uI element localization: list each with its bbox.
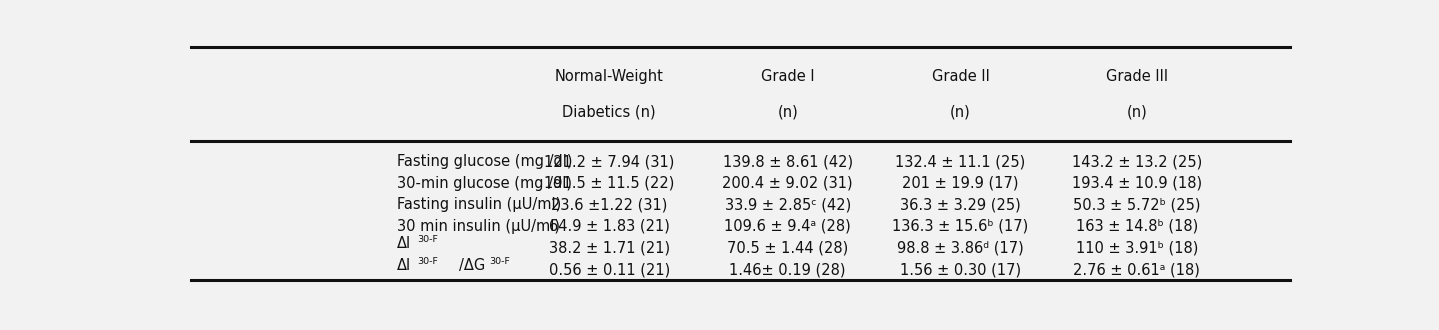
- Text: 30-F: 30-F: [489, 257, 509, 266]
- Text: 132.4 ± 11.1 (25): 132.4 ± 11.1 (25): [895, 154, 1026, 169]
- Text: Diabetics (n): Diabetics (n): [563, 105, 656, 119]
- Text: 50.3 ± 5.72ᵇ (25): 50.3 ± 5.72ᵇ (25): [1073, 197, 1200, 212]
- Text: 30-F: 30-F: [417, 257, 439, 266]
- Text: Fasting insulin (μU/ml): Fasting insulin (μU/ml): [397, 197, 561, 212]
- Text: Grade III: Grade III: [1105, 69, 1168, 84]
- Text: 30-min glucose (mg /dl): 30-min glucose (mg /dl): [397, 176, 573, 191]
- Text: Fasting glucose (mg /dl): Fasting glucose (mg /dl): [397, 154, 573, 169]
- Text: 64.9 ± 1.83 (21): 64.9 ± 1.83 (21): [548, 219, 669, 234]
- Text: 30 min insulin (μU/ml): 30 min insulin (μU/ml): [397, 219, 560, 234]
- Text: 33.9 ± 2.85ᶜ (42): 33.9 ± 2.85ᶜ (42): [725, 197, 850, 212]
- Text: 191.5 ± 11.5 (22): 191.5 ± 11.5 (22): [544, 176, 675, 191]
- Text: 98.8 ± 3.86ᵈ (17): 98.8 ± 3.86ᵈ (17): [896, 241, 1025, 255]
- Text: Grade II: Grade II: [931, 69, 990, 84]
- Text: ΔI: ΔI: [397, 257, 412, 273]
- Text: 139.8 ± 8.61 (42): 139.8 ± 8.61 (42): [722, 154, 853, 169]
- Text: 163 ± 14.8ᵇ (18): 163 ± 14.8ᵇ (18): [1075, 219, 1197, 234]
- Text: 36.3 ± 3.29 (25): 36.3 ± 3.29 (25): [901, 197, 1020, 212]
- Text: 136.3 ± 15.6ᵇ (17): 136.3 ± 15.6ᵇ (17): [892, 219, 1029, 234]
- Text: (n): (n): [950, 105, 971, 119]
- Text: (n): (n): [1127, 105, 1147, 119]
- Text: Grade I: Grade I: [761, 69, 814, 84]
- Text: 70.5 ± 1.44 (28): 70.5 ± 1.44 (28): [727, 241, 849, 255]
- Text: 121.2 ± 7.94 (31): 121.2 ± 7.94 (31): [544, 154, 675, 169]
- Text: 38.2 ± 1.71 (21): 38.2 ± 1.71 (21): [548, 241, 669, 255]
- Text: 1.56 ± 0.30 (17): 1.56 ± 0.30 (17): [899, 262, 1022, 277]
- Text: ΔI: ΔI: [397, 236, 412, 251]
- Text: 201 ± 19.9 (17): 201 ± 19.9 (17): [902, 176, 1019, 191]
- Text: 143.2 ± 13.2 (25): 143.2 ± 13.2 (25): [1072, 154, 1202, 169]
- Text: 30-F: 30-F: [417, 235, 439, 245]
- Text: /ΔG: /ΔG: [459, 257, 485, 273]
- Text: 109.6 ± 9.4ᵃ (28): 109.6 ± 9.4ᵃ (28): [724, 219, 850, 234]
- Text: 2.76 ± 0.61ᵃ (18): 2.76 ± 0.61ᵃ (18): [1073, 262, 1200, 277]
- Text: 200.4 ± 9.02 (31): 200.4 ± 9.02 (31): [722, 176, 853, 191]
- Text: 193.4 ± 10.9 (18): 193.4 ± 10.9 (18): [1072, 176, 1202, 191]
- Text: Normal-Weight: Normal-Weight: [555, 69, 663, 84]
- Text: 110 ± 3.91ᵇ (18): 110 ± 3.91ᵇ (18): [1075, 241, 1197, 255]
- Text: 23.6 ±1.22 (31): 23.6 ±1.22 (31): [551, 197, 668, 212]
- Text: 0.56 ± 0.11 (21): 0.56 ± 0.11 (21): [548, 262, 671, 277]
- Text: 1.46± 0.19 (28): 1.46± 0.19 (28): [730, 262, 846, 277]
- Text: (n): (n): [777, 105, 799, 119]
